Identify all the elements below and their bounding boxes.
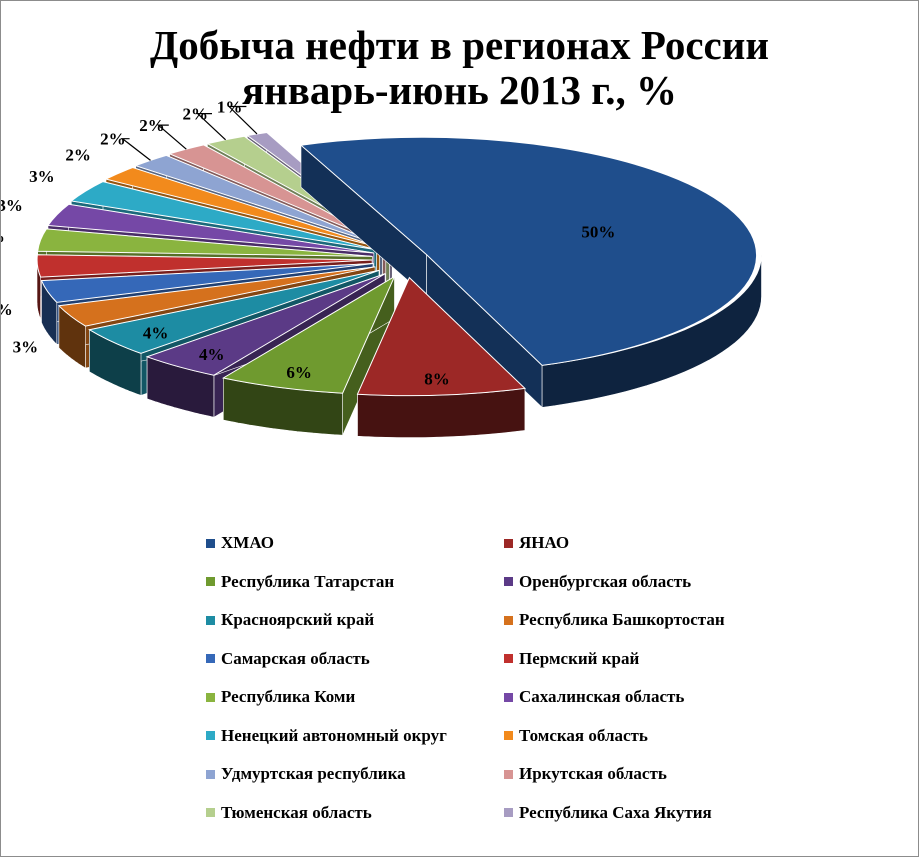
data-label: 3%	[1, 196, 23, 215]
legend-item: Оренбургская область	[504, 572, 691, 592]
legend-swatch	[206, 769, 215, 779]
legend-item: Республика Саха Якутия	[504, 803, 712, 823]
data-label: 3%	[1, 300, 13, 319]
legend-item: Пермский край	[504, 649, 639, 669]
legend-item: ХМАО	[206, 533, 274, 553]
legend-label: ЯНАО	[519, 533, 570, 552]
legend-label: ХМАО	[221, 533, 274, 552]
legend-item: Тюменская область	[206, 803, 372, 823]
legend-swatch	[206, 577, 215, 586]
legend-label: Иркутская область	[519, 764, 667, 783]
data-label: 3%	[29, 167, 55, 186]
data-label: 4%	[143, 324, 169, 343]
legend-label: Республика Башкортостан	[519, 610, 725, 629]
legend-swatch	[206, 808, 215, 817]
legend-label: Республика Татарстан	[221, 571, 395, 591]
data-label: 2%	[139, 116, 165, 135]
legend-swatch	[504, 538, 513, 548]
legend-item: Республика Коми	[206, 687, 355, 707]
leader-line	[120, 138, 151, 161]
data-label: 4%	[199, 345, 225, 364]
data-label: 2%	[183, 105, 209, 124]
legend-label: Томская область	[519, 725, 648, 745]
leader-line	[156, 124, 187, 150]
pie-slice	[299, 136, 762, 409]
legend-label: Ненецкий автономный округ	[221, 725, 447, 745]
legend-label: Тюменская область	[221, 802, 372, 822]
legend-item: Удмуртская республика	[206, 764, 406, 784]
legend-swatch	[504, 769, 513, 779]
data-label: 1%	[217, 98, 243, 117]
data-label: 2%	[65, 145, 91, 164]
chart-title: Добыча нефти в регионах России	[150, 22, 769, 68]
legend-swatch	[504, 615, 513, 625]
legend-label: Республика Коми	[221, 687, 356, 706]
data-label: 3%	[1, 261, 2, 280]
legend-swatch	[206, 538, 215, 548]
legend-item: Ненецкий автономный округ	[206, 726, 447, 746]
legend-label: Самарская область	[221, 648, 370, 668]
leader-line	[196, 112, 227, 141]
legend-item: ЯНАО	[504, 533, 569, 553]
legend-item: Республика Башкортостан	[504, 610, 725, 630]
legend-item: Самарская область	[206, 649, 370, 669]
pie-chart: 50%8%6%4%4%3%3%3%3%3%3%2%2%2%2%1%	[1, 98, 762, 438]
legend-swatch	[504, 577, 513, 586]
leader-line	[227, 105, 258, 135]
legend-label: Красноярский край	[221, 610, 375, 629]
legend-swatch	[206, 654, 215, 663]
legend-swatch	[504, 692, 513, 702]
data-label: 3%	[1, 227, 5, 246]
pie-slice	[356, 276, 527, 438]
legend-item: Сахалинская область	[504, 687, 684, 707]
legend-swatch	[504, 808, 513, 817]
data-label: 2%	[100, 130, 126, 149]
legend-item: Иркутская область	[504, 764, 667, 784]
legend-label: Республика Саха Якутия	[519, 802, 712, 822]
data-label: 3%	[13, 337, 39, 356]
legend-label: Сахалинская область	[519, 687, 685, 706]
legend-swatch	[206, 731, 215, 740]
legend-item: Красноярский край	[206, 610, 374, 630]
legend-swatch	[206, 615, 215, 625]
legend-swatch	[206, 692, 215, 702]
legend-item: Томская область	[504, 726, 648, 746]
legend-item: Республика Татарстан	[206, 572, 394, 592]
legend-label: Удмуртская республика	[221, 764, 406, 783]
pie-slice	[221, 275, 396, 436]
legend-swatch	[504, 654, 513, 663]
chart-subtitle: январь-июнь 2013 г., %	[241, 67, 678, 113]
data-label: 8%	[424, 369, 450, 388]
legend-label: Пермский край	[519, 648, 640, 668]
data-label: 6%	[286, 363, 312, 382]
legend-swatch	[504, 731, 513, 740]
data-label: 50%	[581, 222, 615, 241]
legend-label: Оренбургская область	[519, 571, 692, 591]
